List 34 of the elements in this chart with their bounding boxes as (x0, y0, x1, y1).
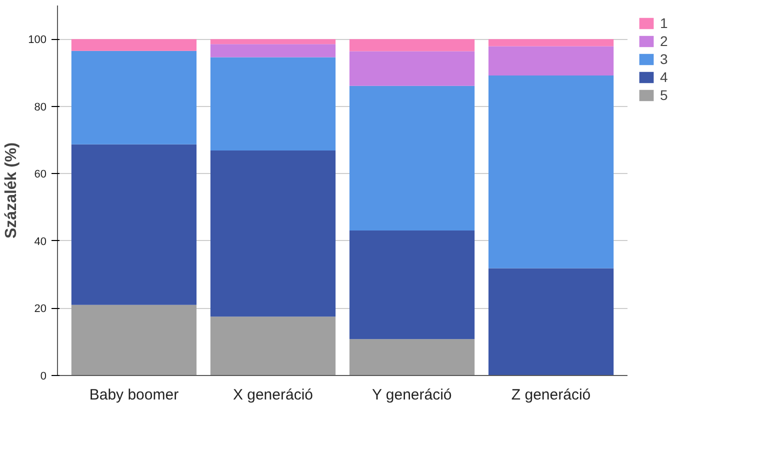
bar (488, 39, 614, 46)
y-tick-label: 20 (34, 303, 47, 316)
legend-label: 1 (660, 15, 669, 31)
bar (349, 86, 475, 231)
y-tick-label: 80 (34, 101, 47, 114)
bar (71, 304, 197, 376)
bar (349, 51, 475, 86)
y-tick-label: 40 (34, 236, 47, 248)
y-tick-label: 60 (34, 168, 47, 181)
bar (71, 50, 197, 144)
bar (210, 316, 336, 376)
legend-label: 4 (660, 69, 669, 85)
legend-label: 3 (660, 51, 669, 67)
bar (210, 44, 336, 58)
legend-label: 2 (660, 33, 669, 49)
bar (210, 39, 336, 44)
legend-label: 5 (660, 87, 669, 103)
bar (71, 144, 197, 305)
bar (349, 230, 475, 340)
y-tick-label: 100 (28, 34, 47, 46)
bar (488, 46, 614, 76)
bar (349, 339, 475, 376)
bar (71, 39, 197, 51)
bar (210, 57, 336, 150)
bar (488, 268, 614, 376)
x-tick-label: X generáció (232, 386, 314, 404)
x-tick-label: Z generáció (511, 386, 591, 404)
x-tick-label: Baby boomer (89, 386, 179, 404)
bar (210, 150, 336, 317)
x-tick-label: Y generáció (372, 386, 452, 404)
bar (349, 39, 475, 52)
y-axis-title: Százalék (%) (3, 142, 20, 239)
y-tick-label: 0 (40, 370, 47, 382)
bar (488, 75, 614, 268)
